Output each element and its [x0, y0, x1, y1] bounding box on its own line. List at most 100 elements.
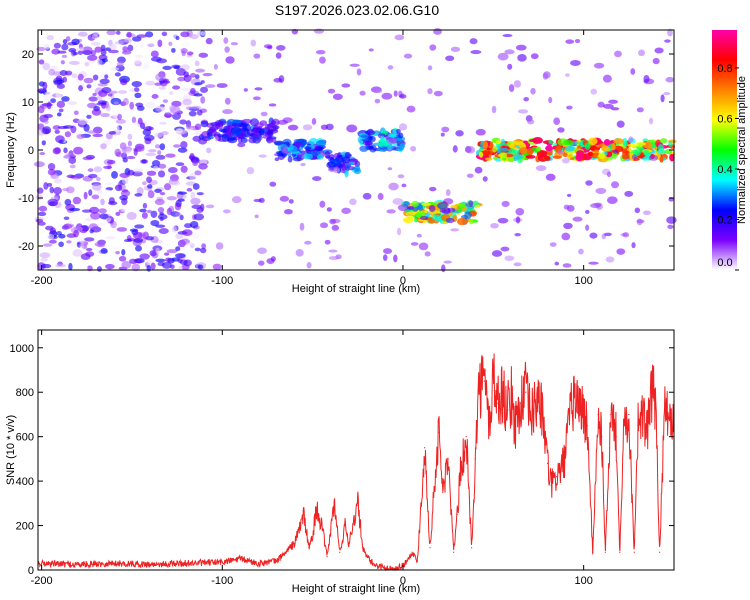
ridge-mark	[315, 140, 327, 148]
noise-mark	[179, 119, 188, 125]
noise-mark	[164, 252, 170, 256]
spectrogram-y-label: Frequency (Hz)	[5, 112, 17, 188]
noise-mark	[100, 198, 105, 206]
noise-mark	[145, 101, 155, 109]
ridge-mark	[348, 158, 359, 163]
noise-mark	[109, 43, 117, 50]
noise-mark	[90, 50, 97, 56]
noise-mark	[154, 82, 163, 86]
noise-mark	[180, 31, 190, 38]
noise-mark	[171, 73, 177, 81]
noise-mark	[606, 196, 618, 204]
noise-mark	[197, 264, 204, 270]
snr-x-tick-label: 0	[400, 575, 406, 587]
noise-mark	[96, 176, 101, 182]
noise-mark	[77, 31, 88, 37]
colorbar-tick-label: 0.8	[717, 63, 732, 75]
noise-mark	[445, 189, 451, 197]
ridge-mark	[562, 152, 568, 158]
noise-mark	[66, 240, 72, 244]
noise-mark	[100, 48, 107, 56]
ridge-mark	[458, 202, 467, 209]
noise-mark	[542, 72, 549, 80]
noise-mark	[557, 150, 565, 155]
noise-mark	[341, 83, 351, 88]
snr-data-point	[525, 391, 527, 393]
noise-mark	[614, 50, 622, 58]
noise-mark	[177, 76, 186, 82]
noise-mark	[122, 157, 128, 163]
noise-mark	[134, 54, 144, 59]
noise-mark	[60, 60, 65, 65]
noise-mark	[660, 94, 665, 103]
noise-mark	[652, 57, 660, 65]
noise-mark	[88, 173, 98, 179]
noise-mark	[91, 108, 102, 116]
noise-mark	[572, 216, 583, 222]
noise-mark	[312, 176, 322, 181]
snr-y-axis: 0 200 400 600 800 1000	[10, 343, 674, 577]
noise-mark	[427, 65, 433, 71]
noise-mark	[115, 211, 121, 217]
snr-data-point	[257, 562, 260, 564]
noise-mark	[56, 100, 66, 108]
noise-mark	[554, 261, 560, 266]
noise-mark	[145, 31, 154, 38]
noise-mark	[186, 51, 194, 56]
snr-x-tick-label: -200	[31, 575, 53, 587]
noise-mark	[54, 147, 61, 154]
noise-mark	[177, 266, 183, 270]
snr-data-point	[375, 564, 377, 567]
noise-mark	[527, 119, 535, 125]
noise-mark	[129, 101, 135, 110]
snr-data-point	[492, 369, 494, 371]
noise-mark	[150, 262, 156, 270]
noise-mark	[103, 139, 112, 145]
noise-mark	[108, 90, 118, 94]
noise-mark	[157, 213, 168, 220]
spectrogram-x-label: Height of straight line (km)	[292, 283, 420, 295]
noise-mark	[616, 120, 625, 128]
noise-mark	[116, 227, 128, 232]
noise-mark	[157, 206, 165, 213]
noise-mark	[117, 113, 122, 121]
ridge-mark	[525, 154, 536, 159]
noise-mark	[47, 168, 56, 176]
noise-mark	[166, 249, 178, 254]
snr-data-point	[637, 424, 639, 427]
noise-mark	[120, 78, 128, 86]
ridge-mark	[218, 138, 227, 143]
noise-mark	[196, 192, 204, 196]
noise-mark	[175, 162, 185, 167]
noise-mark	[135, 102, 144, 108]
noise-mark	[410, 242, 419, 246]
noise-mark	[42, 126, 52, 135]
noise-mark	[127, 140, 133, 147]
noise-mark	[181, 229, 193, 236]
ridge-mark	[275, 150, 285, 155]
noise-mark	[90, 41, 101, 46]
snr-data-point	[321, 524, 323, 527]
ridge-mark	[258, 128, 265, 136]
ridge-mark	[475, 204, 480, 209]
noise-mark	[142, 202, 148, 209]
noise-mark	[341, 207, 351, 214]
noise-mark	[241, 118, 253, 124]
noise-mark	[93, 31, 99, 36]
ridge-mark	[659, 138, 668, 144]
noise-mark	[175, 35, 180, 41]
snr-data-point	[416, 560, 419, 562]
noise-mark	[429, 44, 437, 51]
ridge-mark	[349, 161, 355, 166]
spectrogram-x-tick-label: 100	[574, 275, 592, 287]
snr-data-point	[601, 436, 603, 438]
noise-mark	[326, 207, 332, 212]
noise-mark	[269, 181, 277, 187]
ridge-mark	[329, 153, 335, 160]
noise-mark	[155, 247, 160, 255]
snr-data-point	[546, 462, 549, 464]
noise-mark	[70, 125, 77, 134]
noise-mark	[147, 190, 155, 199]
noise-mark	[120, 206, 128, 212]
noise-mark	[139, 208, 147, 213]
